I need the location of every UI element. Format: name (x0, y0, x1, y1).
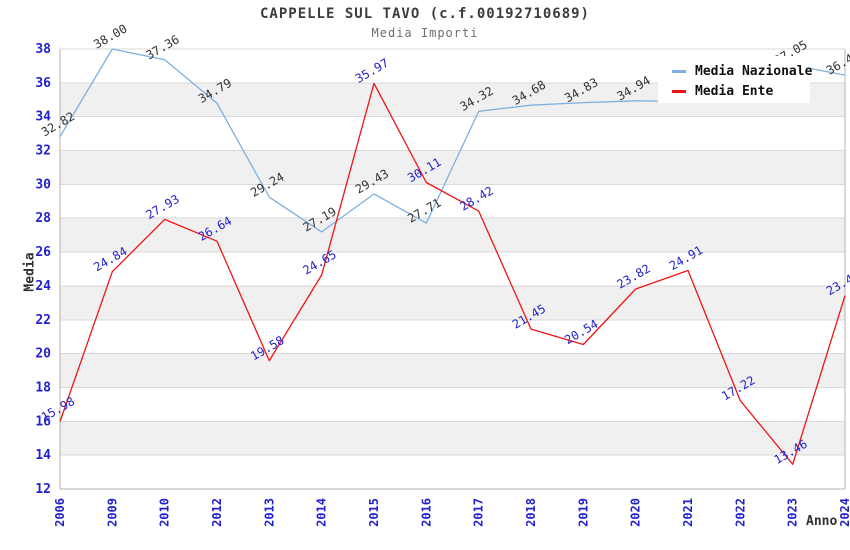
legend: Media Nazionale Media Ente (658, 56, 813, 103)
plot-band (60, 252, 845, 286)
chart-subtitle: Media Importi (371, 26, 479, 40)
y-tick-label: 20 (35, 347, 51, 362)
x-tick-label: 2021 (681, 498, 695, 527)
legend-item-media-nazionale: Media Nazionale (672, 61, 813, 81)
plot-band (60, 184, 845, 219)
y-tick-label: 18 (35, 380, 51, 395)
legend-swatch-media-nazionale (672, 69, 686, 73)
y-tick-label: 36 (35, 76, 51, 91)
plot-band (60, 116, 845, 151)
x-tick-label: 2009 (105, 498, 119, 527)
plot-band (60, 421, 845, 456)
y-tick-label: 14 (35, 448, 51, 463)
plot-band (60, 387, 845, 422)
y-tick-label: 28 (35, 211, 51, 226)
chart-title: CAPPELLE SUL TAVO (c.f.00192710689) (259, 6, 590, 22)
legend-label-media-ente: Media Ente (695, 83, 774, 99)
x-tick-label: 2020 (629, 498, 643, 527)
y-tick-label: 32 (35, 144, 51, 159)
y-tick-label: 26 (35, 245, 51, 260)
media-ente-line (59, 82, 846, 465)
y-tick-label: 16 (35, 414, 51, 429)
y-tick-label: 12 (35, 482, 51, 497)
y-tick-label: 22 (35, 313, 51, 328)
y-tick-label: 38 (35, 42, 51, 57)
x-tick-label: 2017 (472, 498, 486, 527)
legend-swatch-media-ente (672, 89, 686, 93)
y-axis-title: Media (22, 252, 38, 292)
legend-item-media-ente: Media Ente (672, 81, 810, 101)
plot-band (60, 218, 845, 253)
plot-band (60, 455, 845, 489)
plot-band (60, 319, 845, 354)
x-tick-label: 2018 (524, 498, 538, 527)
x-tick-label: 2010 (158, 498, 172, 527)
x-tick-label: 2012 (210, 498, 224, 527)
x-tick-label: 2022 (733, 498, 747, 527)
y-tick-label: 24 (35, 279, 51, 294)
x-tick-label: 2024 (838, 498, 850, 527)
x-axis-title: Anno (806, 514, 838, 529)
y-tick-label: 30 (35, 177, 51, 192)
y-tick-label: 34 (35, 110, 51, 125)
plot-band (60, 285, 845, 320)
x-tick-label: 2015 (367, 498, 381, 527)
x-tick-label: 2016 (419, 498, 433, 527)
x-tick-label: 2013 (262, 498, 276, 527)
x-tick-label: 2023 (786, 498, 800, 527)
x-tick-label: 2006 (53, 498, 67, 527)
x-tick-label: 2014 (315, 498, 329, 527)
legend-label-media-nazionale: Media Nazionale (695, 63, 813, 79)
plot-band (60, 353, 845, 388)
media-nazionale-data-label: 38.00 (91, 21, 129, 51)
x-tick-label: 2019 (576, 498, 590, 527)
